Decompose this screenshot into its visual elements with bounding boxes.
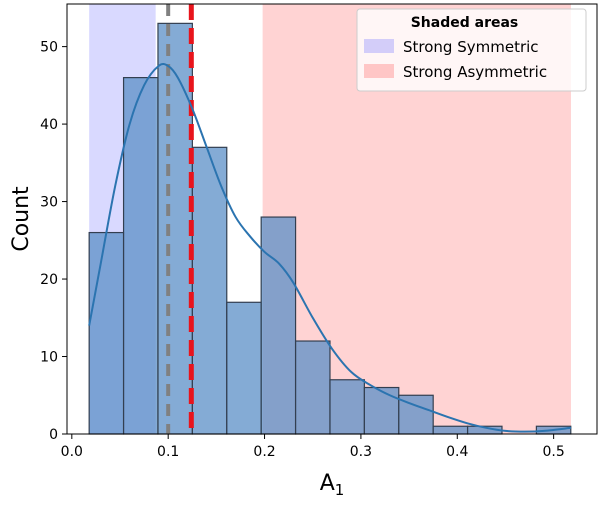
kde-curve-layer [88,63,572,433]
y-tick-label: 0 [49,427,58,443]
x-tick-label: 0.0 [61,444,83,460]
reference-lines [166,4,194,434]
x-tick-label: 0.4 [446,444,468,460]
x-tick-label: 0.1 [157,444,179,460]
legend-swatch [364,64,394,78]
y-tick-label: 20 [40,272,58,288]
y-tick-label: 40 [40,117,58,133]
legend-swatch [364,39,394,53]
y-axis-label: Count [9,186,34,252]
legend-entry-label: Strong Asymmetric [403,63,547,81]
plot-frame [66,3,598,435]
legend-entry-label: Strong Symmetric [403,38,539,56]
x-tick-label: 0.3 [350,444,372,460]
histogram-bar [294,340,331,435]
legend-title: Shaded areas [411,15,519,31]
legend-box [356,8,587,92]
y-tick-label: 30 [40,195,58,211]
y-axis-ticks: 0 10 20 30 40 50 [40,40,67,443]
x-tick-label: 0.2 [253,444,275,460]
histogram-bar [260,216,297,435]
x-axis-label-main: A [320,471,335,496]
x-axis-label: A1 [320,471,345,499]
histogram-bar [226,301,262,435]
histogram-bar [157,22,193,435]
legend: Shaded areas Strong Symmetric Strong Asym… [356,8,587,92]
kde-curve [88,63,572,433]
x-tick-label: 0.5 [543,444,565,460]
x-axis-label-subscript: 1 [335,481,345,499]
histogram-bars [88,22,572,435]
x-axis-ticks: 0.0 0.1 0.2 0.3 0.4 0.5 [61,434,565,460]
y-tick-label: 10 [40,350,58,366]
histogram-bar [329,379,365,435]
histogram-bar [88,231,125,435]
histogram-bar [363,386,400,435]
histogram-bar [432,425,469,435]
y-tick-label: 50 [40,40,58,56]
histogram-bar [191,146,228,435]
